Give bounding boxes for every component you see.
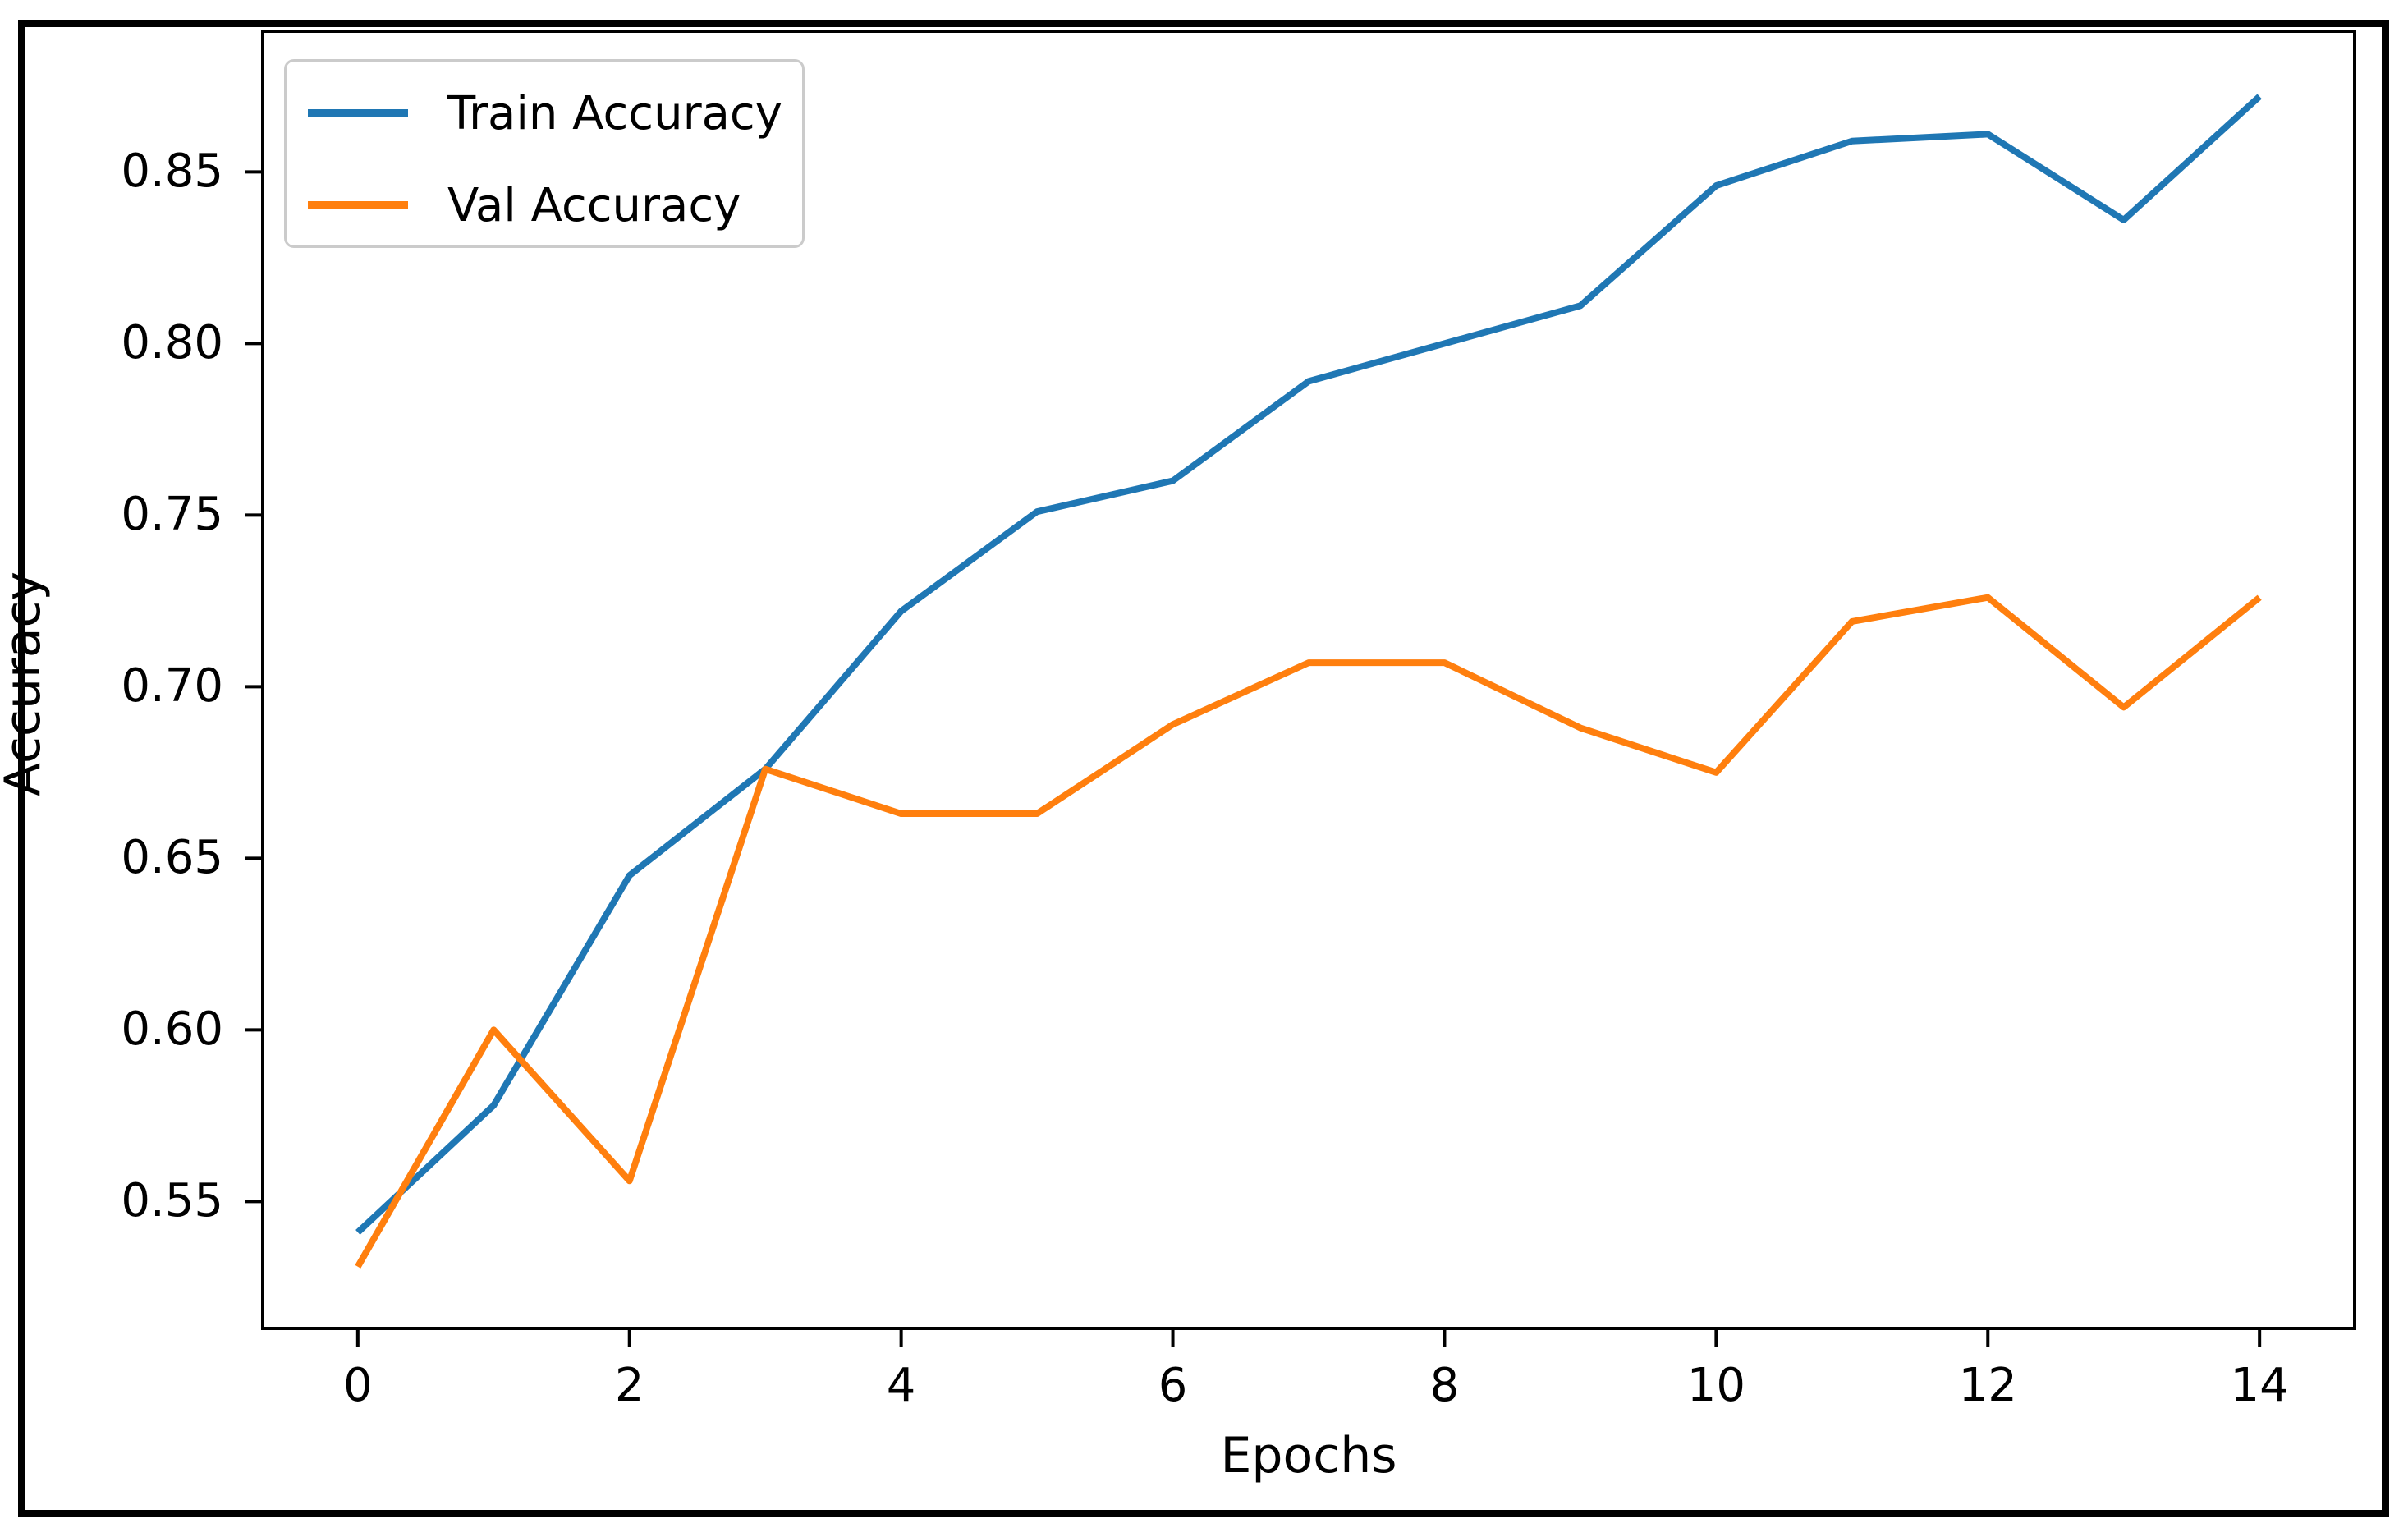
legend-label: Val Accuracy bbox=[447, 178, 741, 232]
x-tick-label: 8 bbox=[1429, 1359, 1460, 1412]
y-tick-label: 0.75 bbox=[121, 488, 223, 542]
legend-entry-train: Train Accuracy bbox=[287, 86, 782, 140]
legend-entry-val: Val Accuracy bbox=[287, 178, 741, 232]
legend-line-swatch bbox=[308, 109, 408, 117]
y-tick-label: 0.60 bbox=[121, 1002, 223, 1057]
legend-label: Train Accuracy bbox=[447, 86, 782, 140]
series-line-train bbox=[355, 94, 2262, 1235]
legend: Train Accuracy Val Accuracy bbox=[284, 59, 805, 248]
x-tick-label: 2 bbox=[614, 1359, 644, 1412]
x-tick-label: 14 bbox=[2230, 1359, 2289, 1412]
y-tick-label: 0.55 bbox=[121, 1174, 223, 1228]
axes-spines bbox=[261, 30, 2356, 1330]
y-tick-label: 0.80 bbox=[121, 316, 223, 370]
y-tick-label: 0.70 bbox=[121, 659, 223, 713]
x-axis-label: Epochs bbox=[1220, 1427, 1397, 1484]
y-tick-label: 0.85 bbox=[121, 145, 223, 199]
y-axis-label: Accuracy bbox=[0, 571, 52, 796]
series-line-val bbox=[355, 594, 2262, 1269]
x-tick-label: 12 bbox=[1958, 1359, 2017, 1412]
x-tick-label: 6 bbox=[1158, 1359, 1188, 1412]
x-tick-label: 0 bbox=[342, 1359, 373, 1412]
x-tick-label: 10 bbox=[1686, 1359, 1745, 1412]
x-tick-label: 4 bbox=[886, 1359, 916, 1412]
legend-line-swatch bbox=[308, 201, 408, 209]
y-tick-label: 0.65 bbox=[121, 831, 223, 885]
